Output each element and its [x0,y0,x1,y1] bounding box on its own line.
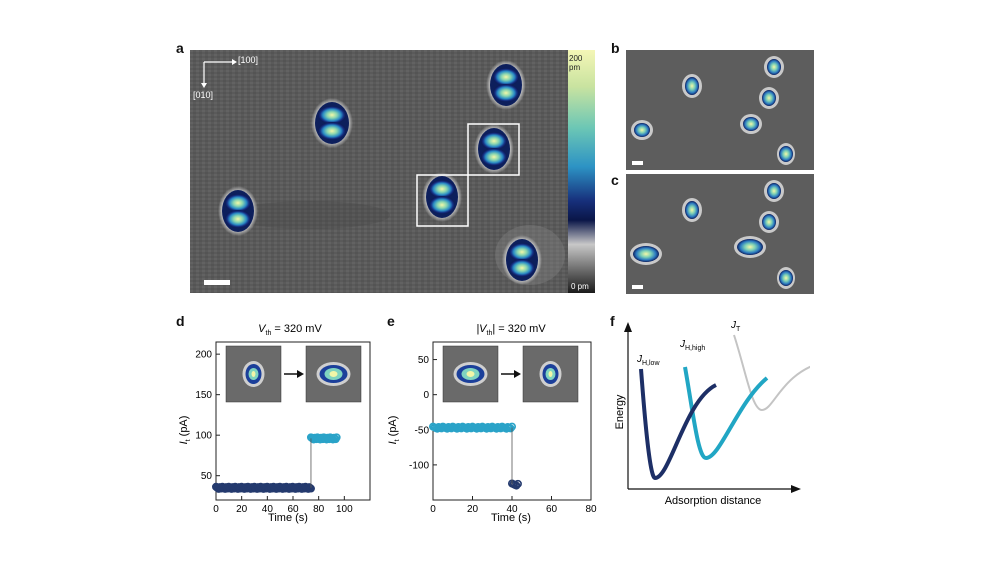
x-tick-label: 20 [467,504,479,515]
scale-bar [632,161,643,165]
inset-before [225,345,282,403]
panel-label-c: c [611,172,619,188]
x-tick-label: 80 [585,504,597,515]
data-point [332,433,341,442]
x-tick-label: 100 [336,504,353,515]
y-tick-label: 100 [195,431,212,442]
data-point [512,481,521,490]
direction-label-x: [100] [238,55,259,65]
panel-label-b: b [611,40,620,56]
chart-e-title: |Vth| = 320 mV [476,323,546,337]
highlight-box [467,123,520,176]
y-tick-label: 0 [423,390,429,401]
y-tick-label: -100 [409,460,429,471]
colorbar-max-label: 200 pm [569,54,583,72]
chart-f: Energy Adsorption distance JH,low JH,hig… [614,320,810,507]
x-tick-label: 80 [313,504,325,515]
inset-after [305,345,362,403]
curve-label-jh-high: JH,high [679,339,705,352]
y-tick-label: 50 [418,355,430,366]
chart-d-xlabel: Time (s) [268,512,308,524]
curve-jh-high [683,366,769,461]
curve-label-jt: JT [730,320,741,333]
panel-label-a: a [176,40,184,56]
chart-f-xlabel: Adsorption distance [665,495,762,507]
colorbar-min-label: 0 pm [571,282,589,291]
x-tick-label: 60 [287,504,299,515]
chart-d: Vth = 320 mV It (pA) Time (s) 0 20 40 60 80 1… [178,323,371,524]
stm-image-a: [100] [010] [190,50,568,293]
direction-arrows [201,59,237,88]
y-tick-label: 50 [201,471,213,482]
right-arrow-icon [284,370,304,378]
panel-label-f: f [610,313,615,329]
right-arrow-icon [501,370,521,378]
chart-d-title: Vth = 320 mV [258,323,322,337]
x-tick-label: 20 [236,504,248,515]
chart-f-ylabel: Energy [614,394,626,429]
y-tick-label: 200 [195,350,212,361]
distance-axis-arrow-icon [791,485,801,493]
direction-label-y: [010] [193,90,214,100]
panel-label-d: d [176,313,185,329]
curve-jt [733,334,810,412]
x-tick-label: 40 [506,504,518,515]
x-tick-label: 60 [546,504,558,515]
curve-jh-low [639,368,718,481]
chart-e-xlabel: Time (s) [491,512,531,524]
stm-image-c [626,174,814,294]
inset-after [522,345,579,403]
highlight-box [416,174,469,227]
x-tick-label: 0 [430,504,436,515]
chart-e: |Vth| = 320 mV It (pA) Time (s) 0 20 40 60 8… [387,323,597,524]
curve-label-jh-low: JH,low [636,354,660,367]
molecule [311,98,353,148]
colorbar: 200 pm 0 pm [568,50,595,293]
panel-label-e: e [387,313,395,329]
scale-bar [204,280,230,285]
scale-bar [632,285,643,289]
data-point [513,479,522,488]
data-point [506,424,515,433]
chart-d-ylabel: It (pA) [178,416,192,445]
inset-before [442,345,499,403]
y-tick-label: 150 [195,390,212,401]
energy-axis-arrow-icon [624,322,632,332]
x-tick-label: 40 [262,504,274,515]
x-tick-label: 0 [213,504,219,515]
y-tick-label: -50 [415,425,430,436]
stm-image-b [626,50,814,170]
chart-e-ylabel: It (pA) [387,416,401,445]
